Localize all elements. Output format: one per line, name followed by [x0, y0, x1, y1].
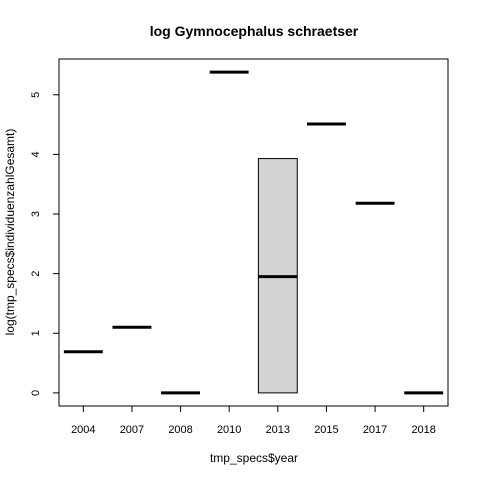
y-tick-label: 0	[30, 390, 42, 396]
y-tick-label: 3	[30, 211, 42, 217]
box-2013	[257, 158, 298, 394]
y-tick-label: 1	[30, 330, 42, 336]
y-axis: 0 1 2 3 4 5	[30, 92, 60, 396]
x-tick-label-2018: 2018	[411, 424, 435, 436]
y-tick-label: 4	[30, 151, 42, 157]
chart-title: log Gymnocephalus schraetser	[150, 23, 359, 39]
x-axis-label: tmp_specs$year	[210, 451, 298, 465]
x-tick-label-2015: 2015	[314, 424, 338, 436]
boxes	[63, 70, 444, 395]
x-tick-label-2010: 2010	[217, 424, 241, 436]
x-tick-label-2008: 2008	[168, 424, 192, 436]
x-tick-label-2004: 2004	[71, 424, 95, 436]
y-tick-label: 2	[30, 271, 42, 277]
x-tick-label-2007: 2007	[120, 424, 144, 436]
x-axis: 2004 2007 2008 2010 2013 2015 2017 2018	[71, 405, 436, 436]
y-axis-label: log(tmp_specs$individuenzahlGesamt)	[3, 129, 17, 336]
x-tick-label-2013: 2013	[266, 424, 290, 436]
plot-frame	[58, 58, 449, 407]
x-tick-label-2017: 2017	[363, 424, 387, 436]
y-tick-label: 5	[30, 92, 42, 98]
